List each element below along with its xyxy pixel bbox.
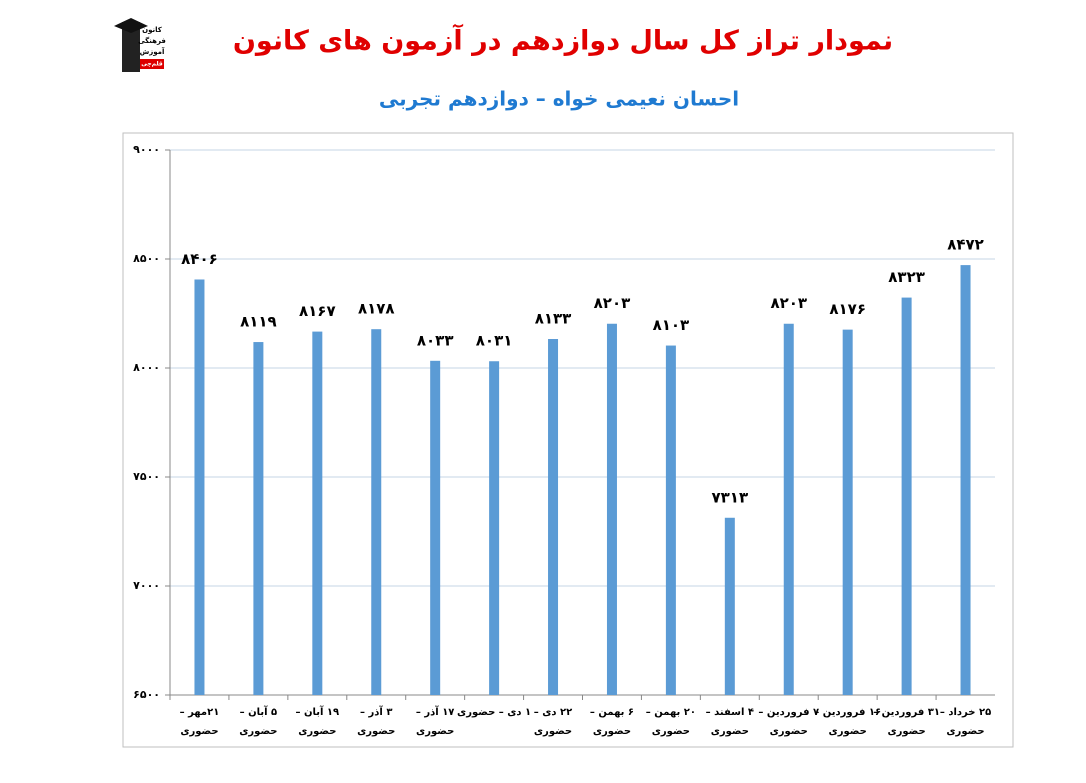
plot-frame [122, 132, 1014, 748]
x-tick-label: ۱۷ آذر – [416, 705, 455, 718]
y-tick-label: ۸۰۰۰ [133, 361, 160, 374]
data-label: ۷۳۱۳ [712, 488, 749, 506]
data-label: ۸۴۰۶ [181, 250, 218, 268]
x-tick-label: حضوری [887, 726, 925, 737]
bar [312, 331, 323, 695]
data-label: ۸۱۷۸ [358, 300, 395, 318]
x-tick-label: حضوری [239, 726, 277, 737]
x-tick-label: ۷ فروردین – [758, 707, 819, 718]
logo-cap [114, 18, 148, 33]
bar [489, 361, 500, 695]
y-tick-label: ۸۵۰۰ [133, 252, 160, 265]
logo-text: قلم‌چی [141, 61, 163, 68]
x-tick-label: حضوری [829, 726, 867, 737]
x-tick-label: ۱۶ فروردین – [814, 707, 881, 718]
x-tick-label: حضوری [770, 726, 808, 737]
data-label: ۸۱۳۳ [535, 310, 572, 328]
logo-badge [140, 59, 164, 69]
bar [783, 323, 794, 695]
x-tick-label: ۶ بهمن – [590, 707, 634, 718]
bar [548, 339, 559, 695]
x-tick-label: ۳۱ فروردین – [873, 707, 940, 718]
x-tick-label: حضوری [534, 726, 572, 737]
x-tick-label: حضوری [652, 726, 690, 737]
logo-text: فرهنگی [138, 36, 166, 45]
data-label: ۸۰۳۱ [476, 332, 513, 350]
x-tick-label: حضوری [298, 726, 336, 737]
x-tick-label: حضوری [416, 726, 454, 737]
data-label: ۸۳۲۳ [888, 268, 925, 286]
data-label: ۸۱۶۷ [299, 302, 336, 320]
bar [430, 360, 441, 695]
x-tick-label: ۳ آذر – [360, 705, 392, 718]
y-tick-label: ۷۵۰۰ [133, 470, 160, 483]
y-tick-label: ۹۰۰۰ [133, 143, 160, 156]
y-tick-label: ۶۵۰۰ [133, 688, 160, 701]
bar [724, 517, 735, 695]
logo-text: آموزش [140, 47, 165, 56]
x-tick-label: ۵ آبان – [240, 705, 278, 718]
x-tick-label: حضوری [180, 726, 218, 737]
bar [901, 297, 912, 695]
data-label: ۸۰۳۳ [417, 331, 454, 349]
x-tick-label: ۲۱مهر – [180, 707, 220, 718]
x-tick-label: ۲۵ خرداد – [940, 707, 991, 718]
data-label: ۸۴۷۲ [947, 236, 984, 254]
bar [194, 279, 205, 695]
chart-title: نمودار تراز کل سال دوازدهم در آزمون های … [233, 24, 893, 57]
x-tick-label: ۲۲ دی – [534, 707, 572, 718]
bar [371, 329, 382, 695]
x-tick-label: ۲۰ بهمن – [646, 707, 696, 718]
data-label: ۸۱۰۳ [653, 316, 690, 334]
data-label: ۸۱۷۶ [829, 300, 866, 318]
bar [606, 323, 617, 695]
bar [253, 342, 264, 695]
bar [665, 345, 676, 695]
data-label: ۸۲۰۳ [770, 294, 807, 312]
x-tick-label: ۱ دی – حضوری [457, 707, 531, 718]
logo: کانون فرهنگی آموزش قلم‌چی [114, 18, 166, 72]
x-tick-label: حضوری [946, 726, 984, 737]
x-tick-label: حضوری [593, 726, 631, 737]
x-tick-label: حضوری [711, 726, 749, 737]
x-tick-label: ۱۹ آبان – [295, 705, 339, 718]
x-tick-label: ۴ اسفند – [706, 707, 754, 718]
bar [960, 265, 971, 695]
logo-text: کانون [142, 26, 163, 34]
data-label: ۸۲۰۳ [594, 294, 631, 312]
x-tick-label: حضوری [357, 726, 395, 737]
data-label: ۸۱۱۹ [240, 313, 277, 331]
logo-figure [122, 22, 140, 72]
y-tick-label: ۷۰۰۰ [133, 579, 160, 592]
bar [842, 329, 853, 695]
chart-subtitle: احسان نعیمی خواه – دوازدهم تجربی [379, 87, 739, 111]
